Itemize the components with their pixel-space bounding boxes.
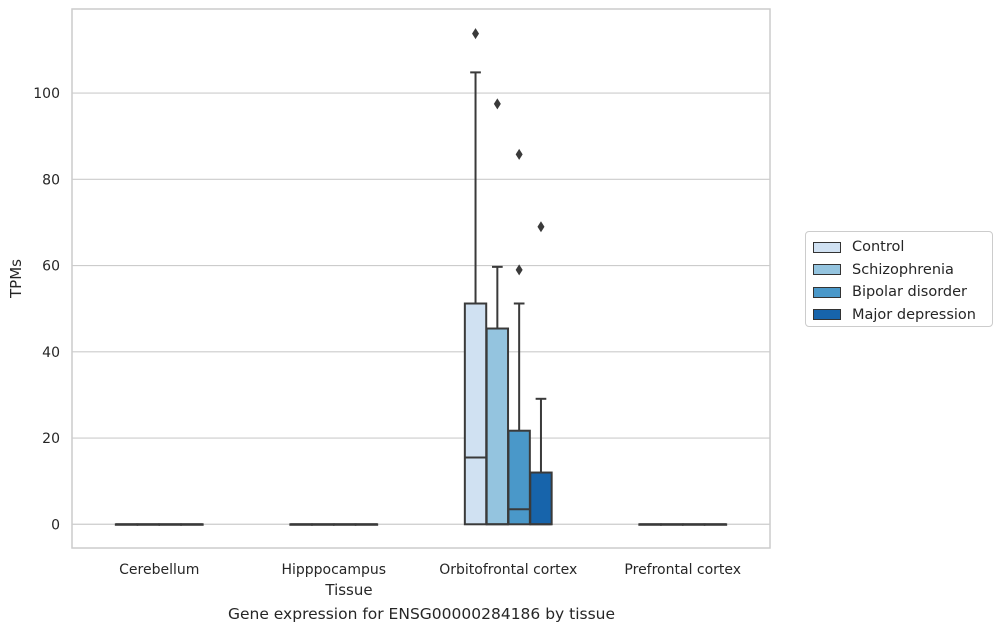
outlier-point (515, 264, 523, 276)
y-tick-label: 0 (51, 517, 60, 533)
x-tick-labels: Cerebellum Hipppocampus Orbitofrontal cort… (119, 562, 741, 578)
x-tick-label: Cerebellum (119, 562, 199, 578)
legend-swatch (813, 309, 841, 321)
x-tick-label: Hipppocampus (281, 562, 386, 578)
outlier-point (515, 148, 523, 160)
chart-caption: Gene expression for ENSG00000284186 by t… (227, 605, 616, 623)
y-tick-label: 80 (42, 172, 60, 188)
y-tick-label: 20 (42, 431, 60, 447)
y-tick-label: 40 (42, 345, 60, 361)
grid-lines (72, 92, 770, 525)
legend-item: Schizophrenia (813, 259, 992, 282)
y-axis-label: TPMs (7, 259, 25, 299)
legend-item: Major depression (813, 304, 992, 327)
y-tick-label: 60 (42, 259, 60, 275)
legend: Control Schizophrenia Bipolar disorder Majo… (805, 231, 993, 327)
legend-swatch (813, 286, 841, 298)
outlier-point (537, 221, 545, 233)
box (529, 471, 553, 526)
y-tick-labels: 0 20 40 60 80 100 (33, 86, 60, 533)
plot-frame (71, 8, 771, 549)
x-axis-label: Tissue (324, 581, 372, 599)
legend-swatch (813, 264, 841, 276)
y-tick-label: 100 (33, 86, 60, 102)
legend-label: Control (852, 239, 905, 256)
legend-label: Major depression (852, 306, 976, 323)
box-series-group (114, 28, 728, 526)
box (507, 429, 531, 526)
outlier-point (472, 28, 480, 40)
box (485, 327, 510, 526)
legend-swatch (813, 241, 841, 253)
box (463, 302, 488, 526)
x-tick-label: Prefrontal cortex (624, 562, 741, 578)
x-tick-label: Orbitofrontal cortex (439, 562, 577, 578)
legend-item: Bipolar disorder (813, 281, 992, 304)
legend-label: Bipolar disorder (852, 284, 967, 301)
outlier-point (493, 98, 501, 110)
legend-label: Schizophrenia (852, 261, 954, 278)
legend-item: Control (813, 236, 992, 259)
